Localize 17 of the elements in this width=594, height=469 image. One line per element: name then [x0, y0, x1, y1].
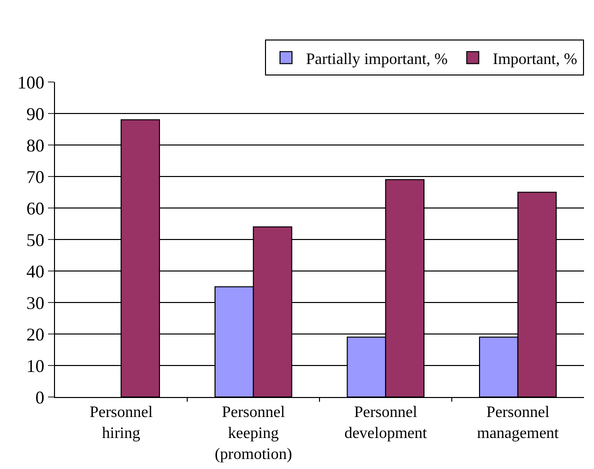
y-tick-label: 20 [26, 324, 44, 344]
y-tick-label: 10 [26, 356, 44, 376]
x-tick-label: Personnel hiring [90, 404, 154, 442]
y-tick-label: 100 [17, 72, 44, 92]
y-tick-label: 60 [26, 198, 44, 218]
legend-label: Important, % [492, 50, 578, 68]
y-tick-label: 40 [26, 261, 44, 282]
x-tick-label: Personnel management [477, 404, 560, 442]
x-tick-label: Personnel keeping (promotion) [214, 404, 292, 463]
y-tick-label: 90 [26, 104, 44, 124]
y-tick-label: 80 [26, 135, 44, 156]
y-tick-label: 0 [35, 387, 44, 408]
y-tick-label: 50 [26, 230, 44, 250]
legend-label: Partially important, % [306, 50, 448, 68]
y-tick-label: 30 [26, 292, 44, 313]
y-tick-label: 70 [26, 166, 44, 187]
x-tick-label: Personnel development [344, 404, 428, 442]
